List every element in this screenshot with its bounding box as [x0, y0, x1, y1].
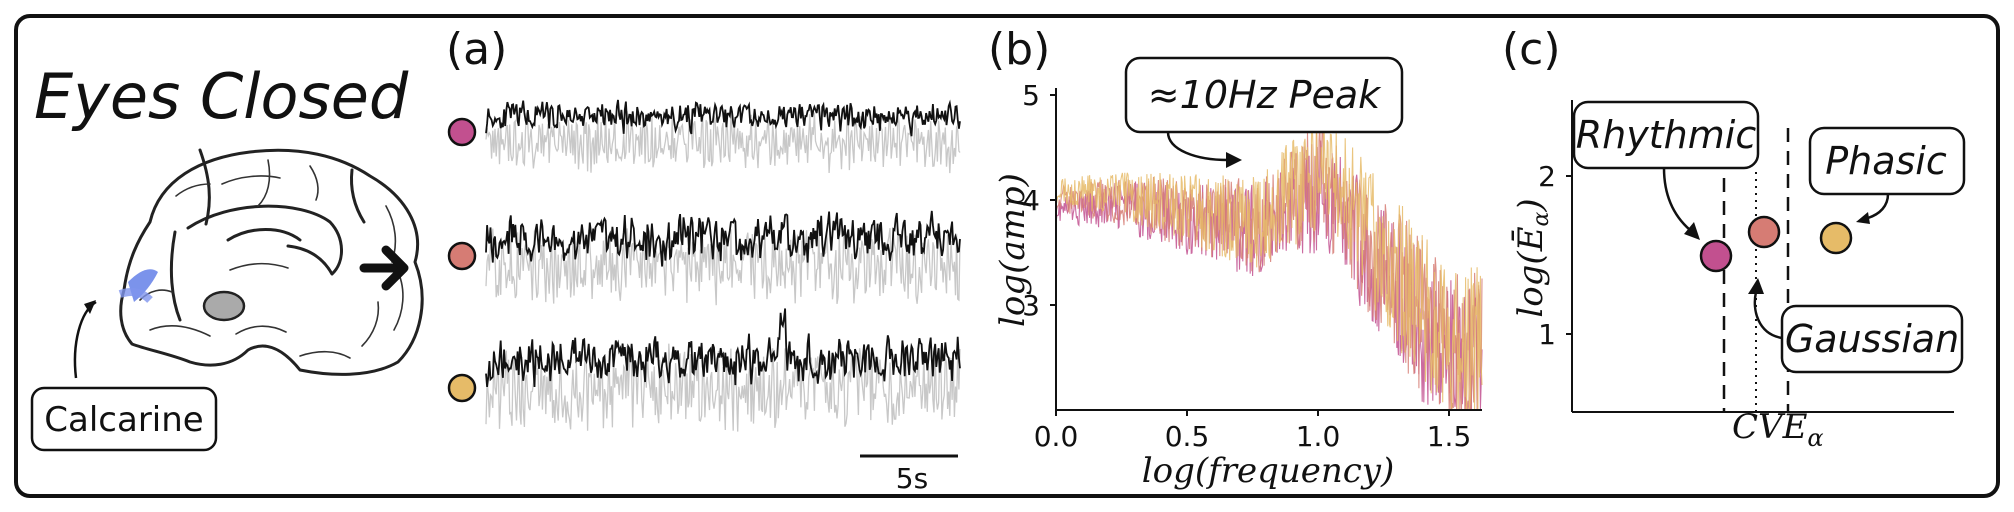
gaussian-callout: Gaussian [1748, 278, 1964, 374]
phasic-dot [447, 373, 477, 403]
trace-gray-2 [485, 227, 961, 306]
ytick-4: 4 [1022, 184, 1040, 217]
trace-black-3 [485, 308, 961, 388]
phasic-point [1819, 221, 1853, 255]
xtick-0: 0.0 [1034, 420, 1079, 453]
panel-c-ytick-2: 2 [1538, 160, 1556, 193]
rhythmic-label: Rhythmic [1576, 113, 1757, 157]
figure-title: Eyes Closed [34, 60, 409, 133]
spectrum-series-3 [1055, 119, 1483, 411]
brain-illustration [118, 148, 424, 376]
calcarine-label: Calcarine [44, 400, 203, 440]
rhythmic-callout: Rhythmic [1572, 100, 1760, 240]
trace-black-2 [485, 210, 961, 267]
panel-b-ylabel: log(amp) [993, 173, 1033, 327]
phasic-label: Phasic [1825, 139, 1947, 183]
panel-c-ylabel: log(Ēα) [1511, 198, 1554, 317]
rhythmic-dot [447, 117, 477, 147]
figure-frame [14, 14, 2000, 498]
panel-c-yticks: 1 2 [1538, 160, 1572, 351]
xtick-05: 0.5 [1165, 420, 1210, 453]
panel-b-label: (b) [988, 24, 1050, 75]
panel-a-traces [485, 99, 961, 432]
arrow-right-icon [359, 245, 409, 291]
thalamus-shape [202, 290, 246, 322]
rhythmic-point [1699, 239, 1733, 273]
panel-c-xlabel: CVEα [1732, 407, 1824, 452]
panel-c-ytick-1: 1 [1538, 318, 1556, 351]
panel-b-xlabel: log(frequency) [1142, 451, 1395, 491]
panel-b-spectrum [1055, 119, 1483, 411]
phasic-callout: Phasic [1808, 126, 1966, 224]
peak-label: ≈10Hz Peak [1148, 73, 1382, 117]
xtick-10: 1.0 [1296, 420, 1341, 453]
calcarine-callout: Calcarine [30, 300, 218, 452]
panel-b-yticks: 3 4 5 [1022, 79, 1056, 322]
peak-callout: ≈10Hz Peak [1124, 56, 1404, 168]
ytick-3: 3 [1022, 289, 1040, 322]
spectrum-series-2 [1055, 122, 1483, 411]
trace-black-1 [485, 99, 961, 137]
panel-c-label: (c) [1502, 24, 1561, 75]
panel-a-label: (a) [446, 24, 507, 75]
ytick-5: 5 [1022, 79, 1040, 112]
xtick-15: 1.5 [1427, 420, 1472, 453]
gaussian-dot [447, 241, 477, 271]
scalebar-label: 5s [896, 462, 928, 495]
panel-b-xticks: 0.0 0.5 1.0 1.5 [1034, 410, 1472, 453]
gaussian-point [1747, 215, 1781, 249]
gaussian-label: Gaussian [1785, 317, 1959, 361]
